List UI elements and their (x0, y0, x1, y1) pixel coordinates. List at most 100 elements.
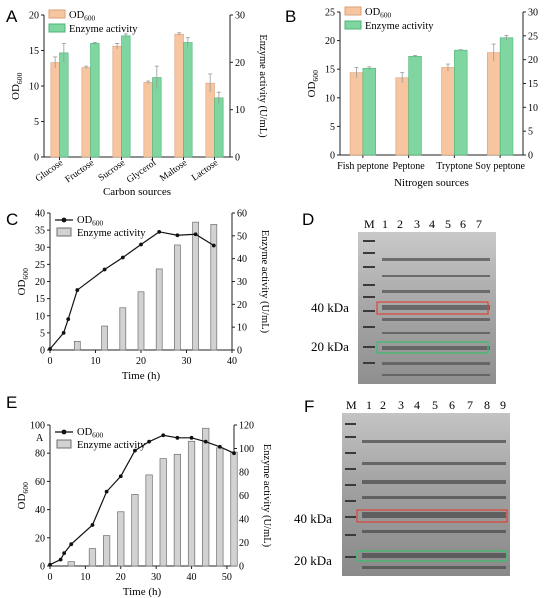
chart-a-category-label: Maltose (158, 158, 189, 184)
point-od600 (48, 562, 52, 567)
gel-f-lane-5: 5 (432, 398, 438, 412)
chart-c-y2tick-label: 50 (237, 231, 247, 242)
chart-a-ytick-label: 20 (29, 11, 39, 22)
chart-b-ytick-label: 25 (325, 8, 335, 19)
bar-enzyme-activity (67, 561, 75, 567)
bar-od600 (205, 82, 215, 158)
chart-a-category-label: Glycerol (125, 158, 158, 185)
bar-enzyme-activity (159, 458, 167, 567)
gel-f-lane-2: 2 (380, 398, 386, 412)
panel-letter-f: F (304, 397, 314, 416)
chart-b-legend-od-label: OD600 (365, 7, 392, 20)
chart-e-y2tick-label: 60 (239, 491, 249, 502)
bar-enzyme-activity (408, 56, 422, 156)
bar-enzyme-activity (214, 97, 224, 158)
chart-c-ytick-label: 20 (35, 277, 45, 288)
chart-a-ytick-label: 10 (29, 82, 39, 93)
point-od600 (203, 439, 208, 444)
chart-e-y2tick-label: 100 (239, 444, 254, 455)
bar-enzyme-activity (155, 268, 163, 351)
gel-f-lane-7: 7 (467, 398, 473, 412)
chart-a-category-label: Fructose (64, 158, 97, 185)
point-od600 (66, 317, 71, 322)
bar-enzyme-activity (145, 474, 153, 567)
point-od600 (175, 435, 180, 440)
line-od600 (49, 231, 215, 350)
bar-enzyme-activity (152, 77, 162, 158)
bar-enzyme-activity (119, 307, 127, 351)
chart-b-xlabel: Nitrogen sources (394, 177, 469, 189)
point-od600 (232, 451, 236, 456)
chart-a-category-label: Sucrose (97, 158, 127, 183)
point-od600 (175, 233, 180, 238)
gel-f-marker-40kda: 40 kDa (294, 511, 332, 526)
chart-b-legend-enzyme-label: Enzyme activity (365, 21, 434, 32)
gel-f-lane-8: 8 (484, 398, 490, 412)
gel-d-20kda-box (376, 341, 489, 354)
chart-c-ytick-label: 25 (35, 260, 45, 271)
point-od600 (58, 557, 63, 562)
bar-enzyme-activity (101, 325, 108, 351)
point-od600 (61, 330, 66, 335)
gel-d-marker-lane (363, 240, 375, 364)
gel-f-40kda-box (356, 509, 508, 523)
bar-enzyme-activity (230, 451, 238, 567)
chart-b-ytick-label: 5 (330, 122, 335, 133)
chart-b-ytick-label: 0 (330, 151, 335, 162)
chart-c-xtick-label: 10 (91, 356, 101, 367)
chart-e-ytick-label: 100 (30, 421, 45, 432)
gel-f-lane-1: 1 (366, 398, 372, 412)
bar-od600 (81, 67, 91, 158)
chart-b-y2tick-label: 20 (528, 55, 538, 66)
chart-e-ytick-label: 60 (35, 477, 45, 488)
chart-e-ytick-label: 0 (40, 562, 45, 573)
bar-enzyme-activity (137, 291, 145, 351)
bar-od600 (441, 67, 455, 156)
gel-d-lane-6: 6 (460, 217, 466, 231)
chart-e-ylabel: OD600 (16, 482, 30, 510)
panel-letter-d: D (302, 210, 314, 229)
point-od600 (193, 232, 198, 237)
gel-f-marker-20kda: 20 kDa (294, 553, 332, 568)
chart-a-y2tick-label: 10 (235, 105, 245, 116)
chart-e-xtick-label: 0 (48, 572, 53, 583)
chart-b-y2tick-label: 25 (528, 31, 538, 42)
bar-enzyme-activity (131, 494, 139, 567)
chart-b-y2tick-label: 30 (528, 8, 538, 19)
gel-f-lane-m: M (346, 398, 357, 412)
panel-letter-b: B (285, 7, 296, 26)
chart-e-legend-enzyme-swatch (56, 439, 72, 449)
chart-a-legend-enzyme-swatch (48, 23, 66, 33)
chart-e-y2tick-label: 120 (239, 421, 254, 432)
chart-c-y2tick-label: 40 (237, 254, 247, 265)
chart-b: 0 5 10 15 20 25 0 5 10 15 20 25 30 Fish peptone Pepton… (306, 6, 538, 189)
bar-enzyme-activity (202, 427, 210, 567)
gel-d-lane-3: 3 (414, 217, 420, 231)
bar-enzyme-activity (454, 49, 468, 156)
point-od600 (104, 489, 109, 494)
chart-e-legend-od-label: OD600 (77, 427, 104, 440)
bar-od600 (112, 45, 122, 158)
gel-d-lane-2: 2 (397, 217, 403, 231)
chart-c-ytick-label: 40 (35, 209, 45, 220)
point-od600 (211, 243, 216, 248)
point-od600 (48, 347, 52, 351)
chart-b-y2tick-label: 0 (528, 151, 533, 162)
bar-enzyme-activity (192, 221, 199, 351)
chart-e-xtick-label: 20 (116, 572, 126, 583)
chart-e-xtick-label: 10 (80, 572, 90, 583)
gel-d-marker-40kda: 40 kDa (311, 300, 349, 315)
bar-od600 (349, 72, 364, 156)
chart-a-ytick-label: 5 (34, 117, 39, 128)
chart-c-xtick-label: 40 (227, 356, 237, 367)
bar-od600 (487, 52, 501, 156)
chart-e-y2tick-label: 40 (239, 515, 249, 526)
chart-e-y2tick-label: 0 (239, 562, 244, 573)
point-od600 (118, 474, 123, 479)
gel-d-lane-4: 4 (429, 217, 435, 231)
chart-a-y2tick-label: 20 (235, 58, 245, 69)
chart-c-ytick-label: 10 (35, 311, 45, 322)
bar-od600 (395, 77, 409, 156)
chart-b-category-label: Peptone (393, 161, 426, 172)
